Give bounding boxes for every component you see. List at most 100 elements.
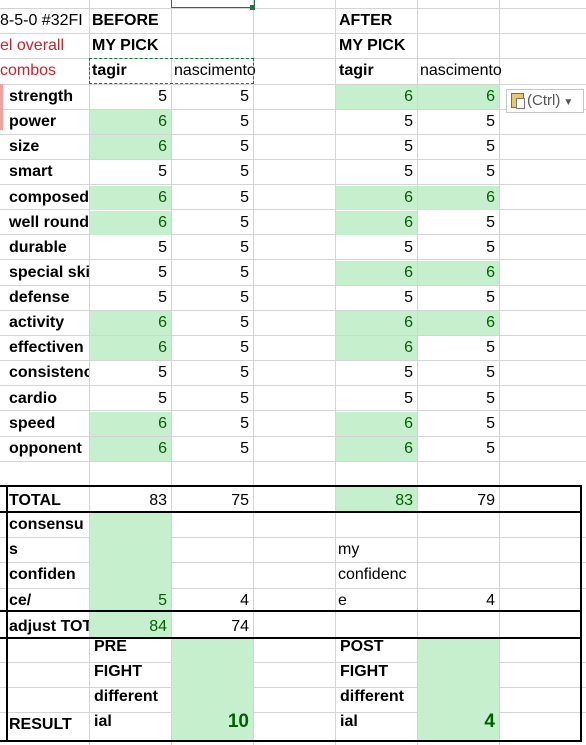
row-value-b1[interactable]: 5: [158, 163, 167, 181]
after-header[interactable]: AFTER: [339, 12, 393, 29]
after-fighter2[interactable]: nascimento: [420, 62, 502, 79]
row-value-a1[interactable]: 5: [404, 238, 413, 256]
row-label[interactable]: smart: [9, 163, 53, 181]
row-value-b2[interactable]: 5: [240, 138, 249, 156]
row-value-a2[interactable]: 5: [486, 238, 495, 256]
row-label[interactable]: durable: [9, 238, 67, 256]
row-value-a2[interactable]: 5: [486, 138, 495, 156]
row-value-b2[interactable]: 5: [240, 113, 249, 131]
row-value-a2[interactable]: 5: [486, 414, 495, 432]
row-value-b1[interactable]: 6: [158, 414, 167, 432]
row-value-b1[interactable]: 6: [158, 339, 167, 357]
row-label[interactable]: effectiven: [9, 339, 84, 357]
row-value-b1[interactable]: 5: [158, 389, 167, 407]
row-value-a2[interactable]: 5: [486, 213, 495, 231]
row-value-b2[interactable]: 5: [240, 188, 249, 206]
row-value-b2[interactable]: 5: [240, 163, 249, 181]
row-label[interactable]: defense: [9, 289, 70, 307]
row-value-a1[interactable]: 5: [404, 138, 413, 156]
row-label[interactable]: size: [9, 138, 40, 156]
confidence-before-f1[interactable]: 5: [158, 592, 167, 609]
confidence-before-f2[interactable]: 4: [240, 592, 249, 609]
sheet-title[interactable]: 8-5-0 #32FI: [0, 12, 83, 29]
row-value-b2[interactable]: 5: [240, 364, 249, 382]
after-fighter1[interactable]: tagir: [339, 62, 374, 79]
row-value-b2[interactable]: 5: [240, 88, 249, 105]
row-value-a1[interactable]: 6: [404, 263, 413, 281]
row-value-b2[interactable]: 5: [240, 289, 249, 307]
row-value-a1[interactable]: 5: [404, 113, 413, 131]
row-value-a2[interactable]: 6: [486, 314, 495, 332]
total-after-f1[interactable]: 83: [395, 492, 413, 509]
row-value-b1[interactable]: 6: [158, 314, 167, 332]
row-value-a2[interactable]: 6: [486, 88, 495, 105]
row-value-b1[interactable]: 6: [158, 439, 167, 457]
row-value-a1[interactable]: 5: [404, 389, 413, 407]
row-value-b1[interactable]: 5: [158, 263, 167, 281]
row-label[interactable]: opponent: [9, 439, 82, 457]
row-value-b2[interactable]: 5: [240, 414, 249, 432]
row-label[interactable]: power: [9, 113, 57, 131]
before-fighter2[interactable]: nascimento: [174, 62, 256, 79]
total-before-f2[interactable]: 75: [231, 492, 249, 509]
adjust-before-f1[interactable]: 84: [149, 618, 167, 635]
confidence-after-f2[interactable]: 4: [486, 592, 495, 609]
paste-options-button[interactable]: (Ctrl) ▼: [506, 89, 584, 113]
total-before-f1[interactable]: 83: [149, 492, 167, 509]
row-value-a1[interactable]: 6: [404, 188, 413, 206]
row-label[interactable]: cardio: [9, 389, 58, 407]
row-value-a2[interactable]: 5: [486, 364, 495, 382]
row-value-b1[interactable]: 6: [158, 138, 167, 156]
before-my-pick[interactable]: MY PICK: [92, 37, 159, 54]
adjust-before-f2[interactable]: 74: [231, 618, 249, 635]
overall-label[interactable]: el overall: [0, 37, 65, 54]
row-label[interactable]: special ski: [9, 263, 89, 281]
row-value-b1[interactable]: 5: [158, 289, 167, 307]
row-value-a2[interactable]: 5: [486, 289, 495, 307]
row-value-b1[interactable]: 5: [158, 364, 167, 382]
total-after-f2[interactable]: 79: [477, 492, 495, 509]
row-value-a1[interactable]: 6: [404, 414, 413, 432]
adjust-total-label[interactable]: adjust TOT: [9, 618, 89, 635]
result-label[interactable]: RESULT: [9, 716, 72, 733]
row-value-a1[interactable]: 6: [404, 213, 413, 231]
row-value-b2[interactable]: 5: [240, 314, 249, 332]
pre-fight-differential-value[interactable]: 10: [227, 711, 249, 732]
row-value-b1[interactable]: 5: [158, 88, 167, 105]
after-my-pick[interactable]: MY PICK: [339, 37, 406, 54]
row-value-a2[interactable]: 5: [486, 339, 495, 357]
row-value-a2[interactable]: 5: [486, 163, 495, 181]
row-value-b1[interactable]: 6: [158, 213, 167, 231]
row-value-b1[interactable]: 6: [158, 113, 167, 131]
row-value-b2[interactable]: 5: [240, 339, 249, 357]
row-value-a1[interactable]: 5: [404, 289, 413, 307]
combos-label[interactable]: combos: [0, 62, 57, 79]
row-value-a1[interactable]: 5: [404, 364, 413, 382]
row-value-a1[interactable]: 6: [404, 314, 413, 332]
row-value-a2[interactable]: 6: [486, 188, 495, 206]
row-value-a1[interactable]: 6: [404, 88, 413, 105]
row-value-b1[interactable]: 6: [158, 188, 167, 206]
post-fight-differential-value[interactable]: 4: [484, 711, 495, 732]
row-value-b1[interactable]: 5: [158, 238, 167, 256]
before-header[interactable]: BEFORE: [92, 12, 159, 29]
row-value-a2[interactable]: 6: [486, 263, 495, 281]
row-value-b2[interactable]: 5: [240, 263, 249, 281]
row-label[interactable]: speed: [9, 414, 56, 432]
row-value-a2[interactable]: 5: [486, 439, 495, 457]
fill-handle[interactable]: [250, 5, 255, 10]
row-value-b2[interactable]: 5: [240, 389, 249, 407]
row-label[interactable]: consistenc: [9, 364, 89, 382]
row-value-b2[interactable]: 5: [240, 439, 249, 457]
row-value-a1[interactable]: 6: [404, 339, 413, 357]
row-value-b2[interactable]: 5: [240, 213, 249, 231]
row-label[interactable]: strength: [9, 88, 73, 105]
total-label[interactable]: TOTAL: [9, 492, 61, 509]
row-value-a2[interactable]: 5: [486, 113, 495, 131]
row-value-b2[interactable]: 5: [240, 238, 249, 256]
row-value-a1[interactable]: 6: [404, 439, 413, 457]
row-value-a2[interactable]: 5: [486, 389, 495, 407]
row-value-a1[interactable]: 5: [404, 163, 413, 181]
before-fighter1[interactable]: tagir: [92, 62, 127, 79]
